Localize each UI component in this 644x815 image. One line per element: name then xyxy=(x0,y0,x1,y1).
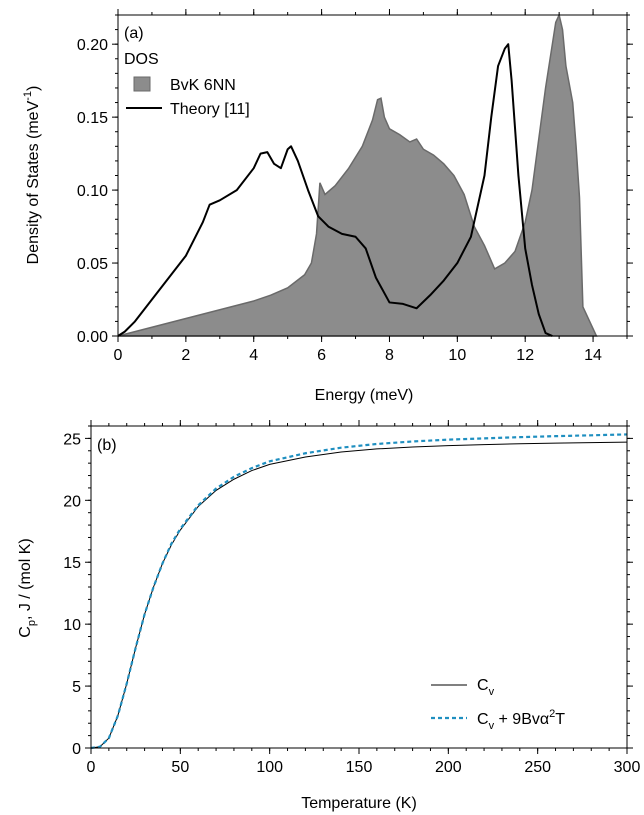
panel-a-y-axis-label: Density of States (meV-1) xyxy=(22,86,42,265)
y-tick-label: 15 xyxy=(63,555,81,572)
legend-title: DOS xyxy=(124,51,159,68)
y-tick-label: 0.10 xyxy=(77,183,108,200)
legend-label-bvk: BvK 6NN xyxy=(170,77,236,94)
x-tick-label: 4 xyxy=(249,347,258,364)
x-tick-label: 14 xyxy=(584,347,602,364)
panel-b-label: (b) xyxy=(97,437,117,454)
x-tick-label: 8 xyxy=(385,347,394,364)
y-tick-label: 0.15 xyxy=(77,110,108,127)
series-theory-line xyxy=(117,43,553,337)
x-tick-label: 6 xyxy=(317,347,326,364)
panel-b-x-axis-label: Temperature (K) xyxy=(301,795,417,812)
legend-label-cv-corrected: Cv + 9Bvα2T xyxy=(477,708,565,732)
panel-a-label: (a) xyxy=(124,25,144,42)
panel-b-heat-capacity-chart: 0 50 100 150 200 250 300 0 5 10 15 20 25 (b) Tempera… xyxy=(17,420,640,812)
y-tick-label: 10 xyxy=(63,617,81,634)
panel-a-axes: 0 2 4 6 8 10 12 14 0.00 0.05 0.10 0.15 0.20 xyxy=(77,9,633,364)
y-tick-label: 0.00 xyxy=(77,329,108,346)
legend-label-cv: Cv xyxy=(477,677,495,698)
x-tick-label: 10 xyxy=(448,347,466,364)
series-cv-line xyxy=(90,441,628,749)
y-tick-label: 0 xyxy=(72,741,81,758)
y-tick-label: 5 xyxy=(72,679,81,696)
panel-b-axes: 0 50 100 150 200 250 300 0 5 10 15 20 25 xyxy=(63,420,640,776)
series-cv-corrected-line xyxy=(90,433,628,750)
legend-swatch-bvk xyxy=(133,76,151,92)
panel-a-dos-chart: 0 2 4 6 8 10 12 14 0.00 0.05 0.10 0.15 0.20 (a) Ener… xyxy=(22,9,633,404)
x-tick-label: 0 xyxy=(114,347,123,364)
y-tick-label: 0.05 xyxy=(77,256,108,273)
y-tick-label: 25 xyxy=(63,431,81,448)
y-tick-label: 0.20 xyxy=(77,37,108,54)
panel-a-x-axis-label: Energy (meV) xyxy=(315,387,414,404)
series-bvk-6nn-area xyxy=(117,12,598,337)
panel-a-plot-area xyxy=(117,12,598,337)
x-tick-label: 250 xyxy=(524,759,551,776)
x-tick-label: 200 xyxy=(435,759,462,776)
x-tick-label: 12 xyxy=(516,347,534,364)
panel-b-legend: Cv Cv + 9Bvα2T xyxy=(431,677,565,732)
x-tick-label: 300 xyxy=(614,759,641,776)
x-tick-label: 100 xyxy=(256,759,283,776)
panel-b-y-axis-label: Cp, J / (mol K) xyxy=(17,538,38,637)
x-tick-label: 2 xyxy=(181,347,190,364)
panel-b-plot-area xyxy=(90,433,628,750)
x-tick-label: 0 xyxy=(87,759,96,776)
legend-label-theory: Theory [11] xyxy=(170,101,250,118)
panel-b-frame xyxy=(90,425,628,749)
x-tick-label: 150 xyxy=(346,759,373,776)
panel-a-legend: DOS BvK 6NN Theory [11] xyxy=(124,51,250,118)
x-tick-label: 50 xyxy=(171,759,189,776)
y-tick-label: 20 xyxy=(63,493,81,510)
